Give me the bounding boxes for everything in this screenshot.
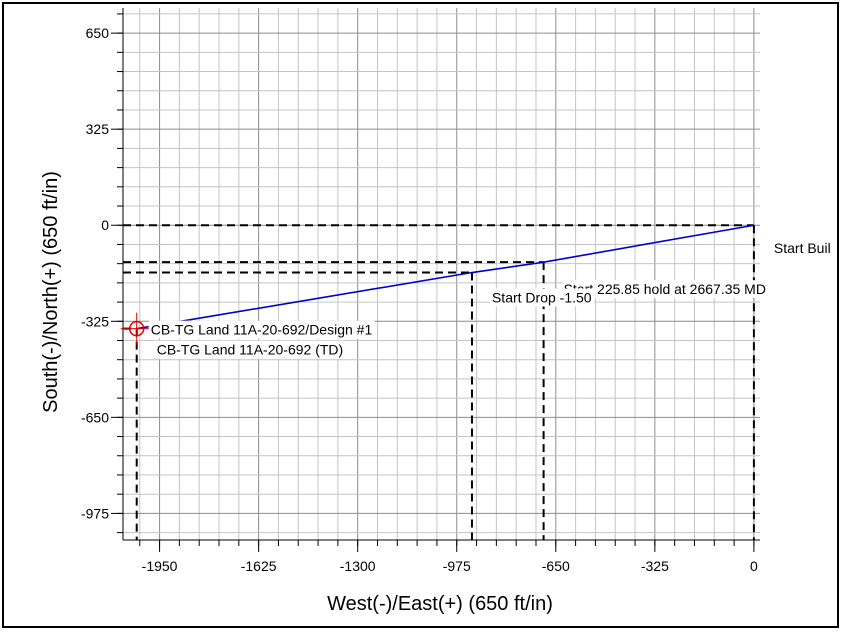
y-tick-label: 650 [86, 25, 110, 41]
annotation-label: Start Buil [774, 240, 831, 256]
annotation-label: Start Drop -1.50 [492, 290, 592, 306]
annotation-label: Start 225.85 hold at 2667.35 MD [564, 281, 766, 297]
annotation-background [771, 239, 833, 258]
plot-area: 650 325 0 -325 -650 -975 -1950 -1625 -1300 -975 -6… [81, 8, 760, 574]
well-path-line [136, 224, 755, 330]
x-tick-label: -650 [542, 558, 570, 574]
annotation-background [148, 320, 375, 339]
x-tick-label: -1950 [142, 558, 178, 574]
x-tick-label: 0 [750, 558, 758, 574]
y-tick-label: 325 [86, 121, 110, 137]
y-tick-label: 0 [101, 217, 109, 233]
overlay: Start Buil Start 225.85 hold at 2667.35 M… [120, 239, 833, 359]
annotation-label: CB-TG Land 11A-20-692 (TD) [157, 342, 343, 358]
x-tick-label: -975 [443, 558, 471, 574]
x-tick-label: -325 [641, 558, 669, 574]
x-tick-label: -1300 [340, 558, 376, 574]
y-tick-label: -325 [81, 313, 109, 329]
y-tick-label: -975 [81, 505, 109, 521]
x-tick-label: -1625 [241, 558, 277, 574]
plot-background [123, 8, 760, 540]
x-axis-title: West(-)/East(+) (650 ft/in) [327, 593, 553, 615]
outer-frame [2, 2, 839, 628]
annotation-background [489, 288, 594, 307]
annotation-background [154, 340, 346, 359]
annotation-background [561, 280, 768, 299]
annotation-label: CB-TG Land 11A-20-692/Design #1 [151, 322, 373, 338]
y-tick-label: -650 [81, 409, 109, 425]
y-axis-title: South(-)/North(+) (650 ft/in) [40, 171, 62, 413]
